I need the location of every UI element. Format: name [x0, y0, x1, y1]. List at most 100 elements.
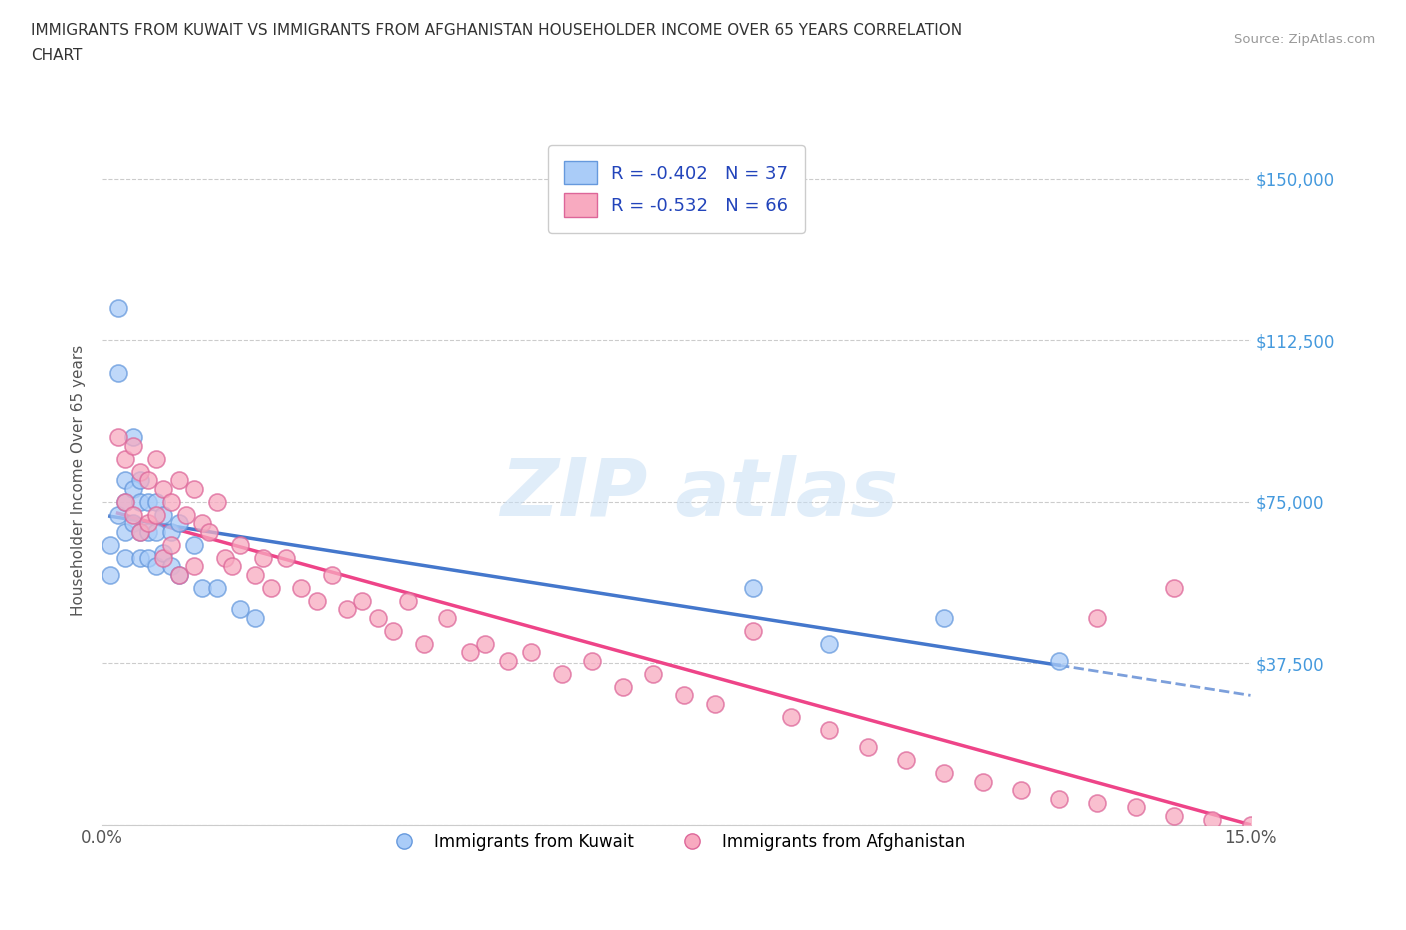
Point — [245, 567, 267, 582]
Point — [221, 559, 243, 574]
Point — [129, 495, 152, 510]
Point — [129, 472, 152, 487]
Point — [673, 688, 696, 703]
Point — [136, 525, 159, 539]
Text: IMMIGRANTS FROM KUWAIT VS IMMIGRANTS FROM AFGHANISTAN HOUSEHOLDER INCOME OVER 65: IMMIGRANTS FROM KUWAIT VS IMMIGRANTS FRO… — [31, 23, 962, 63]
Point — [1047, 654, 1070, 669]
Point — [894, 752, 917, 767]
Point — [136, 495, 159, 510]
Point — [252, 551, 274, 565]
Point — [160, 525, 183, 539]
Legend: Immigrants from Kuwait, Immigrants from Afghanistan: Immigrants from Kuwait, Immigrants from … — [381, 826, 972, 857]
Point — [352, 593, 374, 608]
Point — [183, 538, 205, 552]
Point — [412, 636, 434, 651]
Point — [818, 723, 841, 737]
Point — [129, 464, 152, 479]
Point — [160, 495, 183, 510]
Point — [107, 430, 129, 445]
Point — [934, 765, 956, 780]
Point — [152, 551, 174, 565]
Point — [367, 610, 389, 625]
Point — [1239, 817, 1261, 832]
Point — [129, 551, 152, 565]
Point — [107, 507, 129, 522]
Point — [145, 451, 167, 466]
Point — [229, 538, 252, 552]
Point — [114, 495, 136, 510]
Point — [114, 495, 136, 510]
Point — [183, 559, 205, 574]
Point — [458, 645, 481, 660]
Point — [121, 438, 143, 453]
Text: Source: ZipAtlas.com: Source: ZipAtlas.com — [1234, 33, 1375, 46]
Point — [703, 697, 725, 711]
Point — [145, 525, 167, 539]
Point — [214, 551, 236, 565]
Point — [145, 559, 167, 574]
Point — [114, 472, 136, 487]
Point — [121, 507, 143, 522]
Point — [190, 516, 212, 531]
Point — [742, 623, 765, 638]
Point — [321, 567, 343, 582]
Point — [190, 580, 212, 595]
Point — [436, 610, 458, 625]
Point — [274, 551, 297, 565]
Point — [152, 507, 174, 522]
Point — [129, 525, 152, 539]
Point — [160, 538, 183, 552]
Point — [643, 667, 665, 682]
Point — [1087, 795, 1109, 810]
Point — [114, 451, 136, 466]
Point — [167, 472, 190, 487]
Point — [474, 636, 496, 651]
Point — [972, 774, 994, 789]
Point — [520, 645, 543, 660]
Point — [152, 482, 174, 497]
Point — [152, 546, 174, 561]
Point — [1047, 791, 1070, 806]
Point — [1201, 813, 1223, 828]
Point — [136, 472, 159, 487]
Point — [114, 525, 136, 539]
Point — [121, 516, 143, 531]
Point — [612, 680, 634, 695]
Point — [245, 610, 267, 625]
Point — [818, 636, 841, 651]
Point — [114, 551, 136, 565]
Y-axis label: Householder Income Over 65 years: Householder Income Over 65 years — [72, 345, 86, 616]
Point — [742, 580, 765, 595]
Point — [98, 538, 121, 552]
Point — [1163, 580, 1185, 595]
Point — [198, 525, 221, 539]
Point — [550, 667, 572, 682]
Point — [121, 482, 143, 497]
Point — [136, 516, 159, 531]
Point — [121, 430, 143, 445]
Point — [205, 580, 228, 595]
Point — [145, 495, 167, 510]
Point — [167, 567, 190, 582]
Point — [305, 593, 328, 608]
Point — [1163, 808, 1185, 823]
Point — [205, 495, 228, 510]
Point — [160, 559, 183, 574]
Point — [336, 602, 359, 617]
Point — [145, 507, 167, 522]
Point — [259, 580, 281, 595]
Point — [780, 710, 803, 724]
Point — [107, 365, 129, 380]
Point — [167, 516, 190, 531]
Point — [934, 610, 956, 625]
Point — [856, 739, 879, 754]
Point — [1010, 783, 1032, 798]
Point — [396, 593, 419, 608]
Point — [98, 567, 121, 582]
Point — [183, 482, 205, 497]
Point — [581, 654, 603, 669]
Point — [107, 300, 129, 315]
Point — [167, 567, 190, 582]
Point — [176, 507, 198, 522]
Text: ZIP atlas: ZIP atlas — [501, 455, 898, 533]
